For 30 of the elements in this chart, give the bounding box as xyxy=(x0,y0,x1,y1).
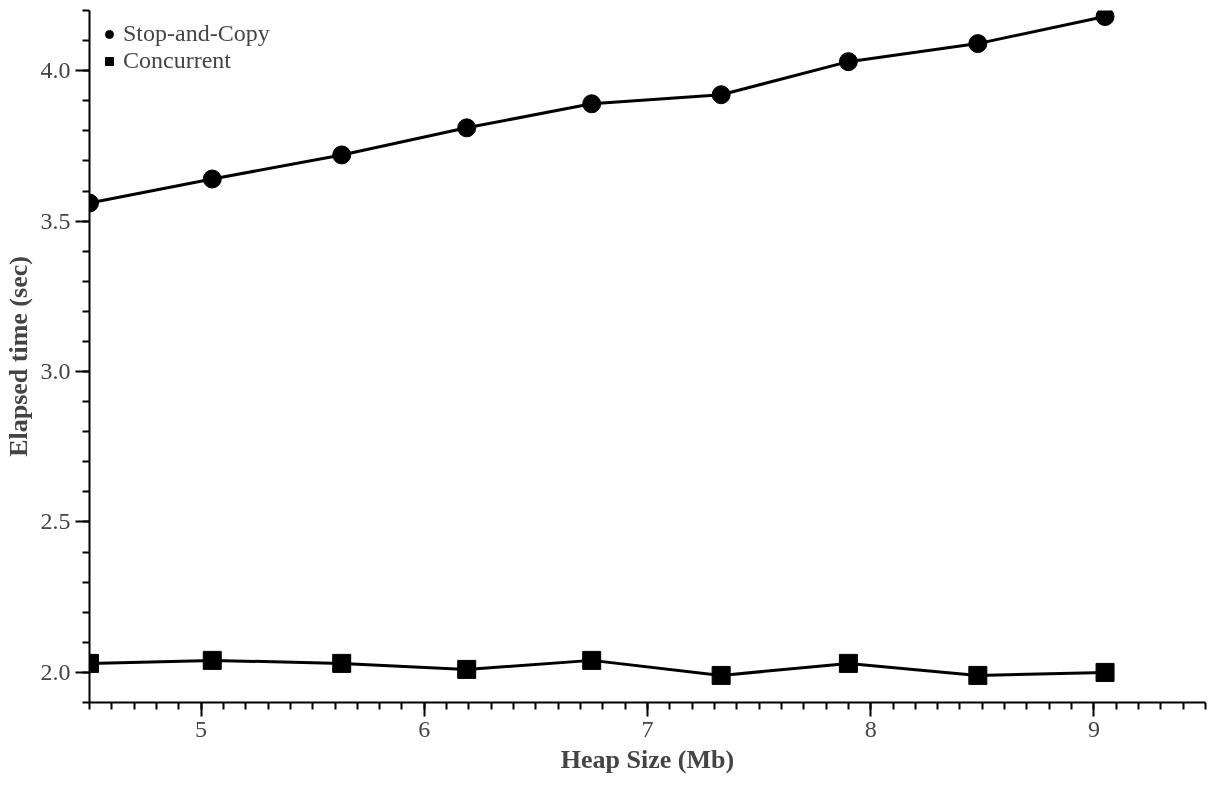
point xyxy=(457,659,477,679)
point xyxy=(968,665,988,685)
x-tick-label: 6 xyxy=(418,715,431,742)
point xyxy=(582,650,602,670)
point xyxy=(838,52,858,72)
point xyxy=(332,145,352,165)
y-tick-label: 2.0 xyxy=(40,658,71,685)
point xyxy=(202,650,222,670)
x-tick-label: 8 xyxy=(864,715,877,742)
y-tick-label: 2.5 xyxy=(40,508,71,535)
point xyxy=(838,653,858,673)
x-tick-label: 5 xyxy=(195,715,208,742)
point xyxy=(711,665,731,685)
legend-label: Concurrent xyxy=(123,47,231,74)
x-axis-title: Heap Size (Mb) xyxy=(560,744,735,774)
x-tick-label: 7 xyxy=(641,715,654,742)
y-tick-label: 4.0 xyxy=(40,57,71,84)
point xyxy=(457,118,477,138)
y-axis-title: Elapsed time (sec) xyxy=(3,256,33,457)
point xyxy=(968,34,988,54)
y-tick-label: 3.0 xyxy=(40,358,71,385)
legend-label: Stop-and-Copy xyxy=(123,20,270,47)
point xyxy=(1095,662,1115,682)
point xyxy=(711,85,731,105)
point xyxy=(582,94,602,114)
x-tick-label: 9 xyxy=(1087,715,1100,742)
point xyxy=(1095,10,1115,26)
y-tick-label: 3.5 xyxy=(40,207,71,234)
point xyxy=(202,169,222,189)
point xyxy=(332,653,352,673)
